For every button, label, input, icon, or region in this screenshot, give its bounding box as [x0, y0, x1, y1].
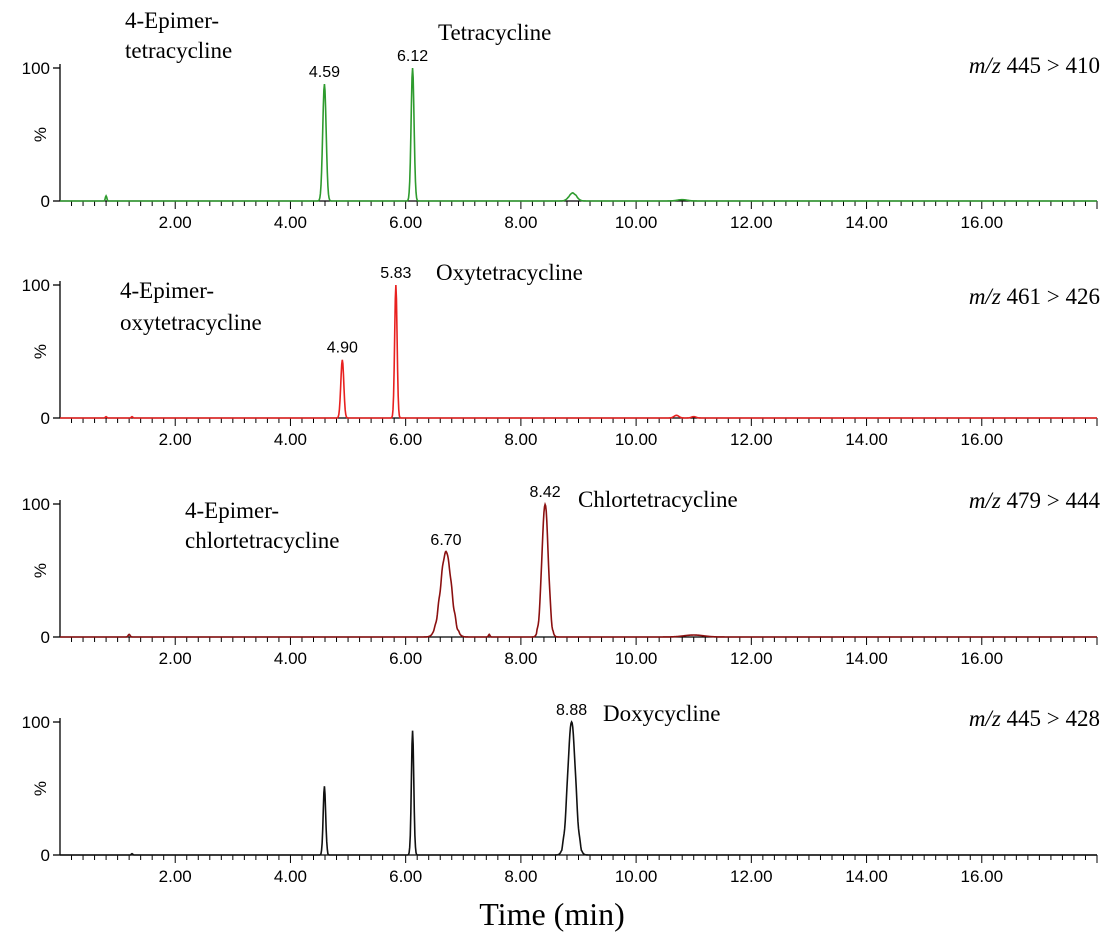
y-axis-label: % [31, 563, 50, 578]
x-tick-label: 8.00 [504, 430, 537, 449]
peak-rt-label: 6.12 [397, 48, 428, 65]
compound-annotation: Chlortetracycline [578, 487, 738, 512]
x-tick-label: 2.00 [159, 430, 192, 449]
compound-annotation: oxytetracycline [120, 310, 262, 335]
x-tick-label: 14.00 [845, 213, 888, 232]
x-tick-label: 4.00 [274, 867, 307, 886]
x-tick-label: 8.00 [504, 649, 537, 668]
series-line [60, 504, 1097, 637]
x-tick-label: 6.00 [389, 649, 422, 668]
compound-annotation: 4-Epimer- [120, 278, 214, 303]
chromatogram-panel-2: 0 100% 2.00 4.00 6.00 8.00 10.00 12.00 14.00 16.0… [22, 260, 1100, 449]
series-line [60, 285, 1097, 418]
x-tick-label: 6.00 [389, 867, 422, 886]
y-tick-label-100: 100 [22, 276, 50, 295]
y-axis-label: % [31, 127, 50, 142]
x-tick-label: 4.00 [274, 649, 307, 668]
chromatogram-panel-1: 0 100% 2.00 4.00 6.00 8.00 10.00 12.00 14.00 16.0… [22, 8, 1100, 232]
compound-annotation: tetracycline [125, 38, 232, 63]
x-tick-label: 16.00 [961, 213, 1004, 232]
x-tick-label: 8.00 [504, 867, 537, 886]
x-tick-label: 2.00 [159, 213, 192, 232]
x-tick-label: 12.00 [730, 213, 773, 232]
x-tick-label: 12.00 [730, 867, 773, 886]
y-tick-label-100: 100 [22, 495, 50, 514]
compound-annotation: chlortetracycline [185, 528, 340, 553]
x-tick-label: 4.00 [274, 430, 307, 449]
x-tick-label: 2.00 [159, 867, 192, 886]
x-tick-label: 8.00 [504, 213, 537, 232]
peak-rt-label: 8.42 [530, 484, 561, 501]
x-tick-label: 14.00 [845, 430, 888, 449]
peak-rt-label: 5.83 [380, 265, 411, 282]
x-axis-title: Time (min) [479, 896, 625, 932]
x-tick-label: 12.00 [730, 430, 773, 449]
x-tick-label: 16.00 [961, 430, 1004, 449]
x-tick-label: 6.00 [389, 430, 422, 449]
compound-annotation: Oxytetracycline [436, 260, 583, 285]
y-axis-label: % [31, 344, 50, 359]
peak-rt-label: 6.70 [430, 532, 461, 549]
mz-transition-label: m/z 479 > 444 [969, 488, 1101, 513]
x-tick-label: 6.00 [389, 213, 422, 232]
y-tick-label-0: 0 [41, 192, 50, 211]
y-axis-label: % [31, 781, 50, 796]
x-tick-label: 10.00 [615, 213, 658, 232]
x-tick-label: 10.00 [615, 867, 658, 886]
mz-transition-label: m/z 445 > 428 [969, 706, 1100, 731]
x-tick-label: 2.00 [159, 649, 192, 668]
y-tick-label-0: 0 [41, 628, 50, 647]
y-tick-label-100: 100 [22, 59, 50, 78]
x-tick-label: 10.00 [615, 430, 658, 449]
compound-annotation: Tetracycline [438, 20, 551, 45]
mz-transition-label: m/z 445 > 410 [969, 53, 1100, 78]
x-tick-label: 16.00 [961, 867, 1004, 886]
x-tick-label: 16.00 [961, 649, 1004, 668]
x-tick-label: 14.00 [845, 649, 888, 668]
peak-rt-label: 8.88 [556, 702, 587, 719]
y-tick-label-100: 100 [22, 713, 50, 732]
series-line [60, 68, 1097, 201]
compound-annotation: 4-Epimer- [185, 498, 279, 523]
chromatogram-panel-3: 0 100% 2.00 4.00 6.00 8.00 10.00 12.00 14.00 16.0… [22, 484, 1101, 668]
x-tick-label: 10.00 [615, 649, 658, 668]
chromatogram-panel-4: 0 100% 2.00 4.00 6.00 8.00 10.00 12.00 14.00 16.0… [22, 701, 1100, 886]
series-line [60, 722, 1097, 855]
compound-annotation: 4-Epimer- [125, 8, 219, 33]
compound-annotation: Doxycycline [603, 701, 721, 726]
peak-rt-label: 4.59 [309, 64, 340, 81]
y-tick-label-0: 0 [41, 846, 50, 865]
y-tick-label-0: 0 [41, 409, 50, 428]
mz-transition-label: m/z 461 > 426 [969, 284, 1100, 309]
x-tick-label: 12.00 [730, 649, 773, 668]
peak-rt-label: 4.90 [327, 339, 358, 356]
x-tick-label: 4.00 [274, 213, 307, 232]
x-tick-label: 14.00 [845, 867, 888, 886]
